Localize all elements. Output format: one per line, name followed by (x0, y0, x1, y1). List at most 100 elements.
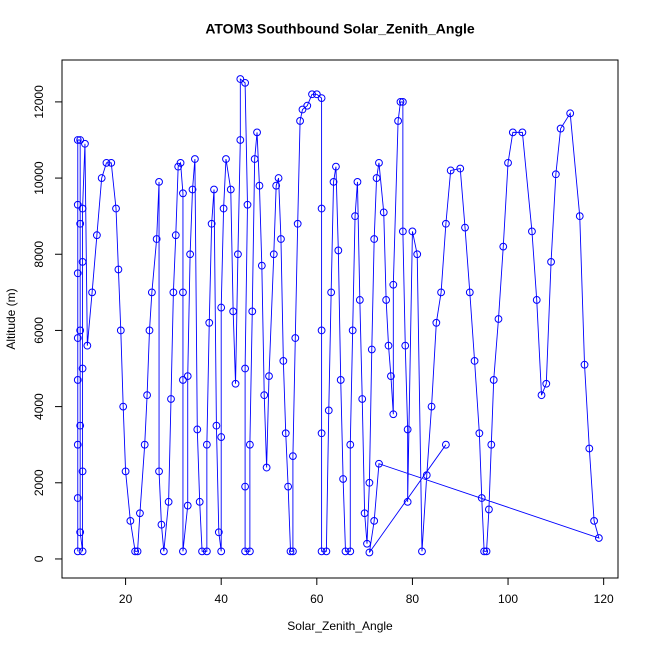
data-point (257, 261, 266, 270)
data-point (217, 303, 226, 312)
data-point (179, 288, 187, 297)
data-point (133, 547, 142, 556)
data-point (167, 395, 175, 403)
data-point (183, 372, 192, 381)
data-point (73, 334, 82, 342)
data-point (317, 547, 326, 556)
data-point (504, 158, 512, 167)
data-point (441, 219, 450, 228)
data-point (152, 235, 161, 243)
data-point (241, 482, 250, 491)
data-point (255, 181, 264, 190)
data-point (339, 475, 348, 483)
data-point (76, 136, 85, 144)
data-point (97, 174, 106, 182)
data-point (186, 250, 195, 259)
data-point (303, 101, 312, 110)
data-point (566, 109, 575, 118)
data-point (365, 548, 374, 557)
data-point (78, 204, 87, 213)
y-tick-label: 2000 (32, 469, 46, 496)
x-tick-label: 60 (310, 592, 324, 606)
data-point (191, 155, 199, 163)
x-tick-label: 120 (594, 592, 614, 606)
data-point (482, 547, 491, 556)
data-point (121, 467, 130, 476)
data-point (119, 402, 128, 411)
data-point (413, 250, 422, 259)
data-point (253, 128, 261, 137)
data-point (188, 185, 197, 194)
data-point (245, 440, 254, 449)
data-point (322, 547, 331, 556)
data-point (346, 547, 355, 556)
data-point (245, 547, 254, 556)
data-point (81, 139, 89, 148)
data-point (217, 433, 226, 441)
data-point (76, 326, 85, 335)
data-point (284, 482, 293, 491)
data-point (116, 326, 125, 335)
data-point (217, 547, 226, 556)
data-point (370, 516, 379, 525)
data-point (363, 539, 371, 548)
series-line (77, 78, 600, 553)
data-point (296, 117, 304, 125)
data-point (298, 105, 307, 114)
data-point (159, 547, 168, 556)
x-tick-label: 80 (406, 592, 420, 606)
data-point (408, 227, 417, 236)
data-point (499, 242, 508, 251)
data-point (324, 406, 333, 415)
data-point (234, 250, 242, 259)
data-point (207, 219, 216, 228)
data-point (277, 235, 285, 243)
data-point (145, 326, 154, 335)
data-point (396, 97, 405, 106)
data-point (528, 227, 536, 236)
data-point (73, 547, 82, 556)
data-point (375, 459, 383, 468)
data-point (585, 444, 594, 453)
data-point (372, 174, 381, 182)
data-point (308, 90, 316, 99)
data-point (470, 356, 479, 365)
data-point (346, 440, 355, 449)
data-point (274, 174, 283, 182)
data-point (229, 307, 238, 316)
data-point (360, 509, 369, 518)
data-point (594, 534, 603, 542)
data-point (317, 204, 326, 213)
data-point (317, 326, 326, 335)
data-point (590, 516, 598, 525)
data-point (236, 75, 245, 83)
data-point (179, 376, 187, 384)
data-point (489, 376, 498, 384)
data-point (78, 364, 87, 373)
data-point (327, 288, 336, 297)
data-point (260, 391, 269, 400)
data-point (542, 379, 551, 388)
data-point (461, 223, 469, 232)
data-point (465, 288, 474, 297)
data-point (248, 307, 257, 316)
data-point (351, 212, 359, 221)
data-point (114, 265, 123, 274)
data-point (73, 376, 82, 384)
data-point (73, 269, 82, 278)
x-tick-label: 100 (498, 592, 518, 606)
data-point (508, 128, 517, 137)
data-point (353, 177, 362, 186)
y-tick-label: 10000 (32, 161, 46, 195)
data-point (202, 547, 211, 556)
data-point (76, 421, 85, 430)
data-point (222, 155, 230, 163)
data-point (78, 547, 87, 556)
data-point (289, 452, 297, 461)
data-point (532, 296, 541, 304)
chart-title: ATOM3 Southbound Solar_Zenith_Angle (205, 21, 475, 37)
data-point (379, 208, 388, 217)
data-point (210, 185, 218, 194)
data-point (329, 177, 338, 186)
